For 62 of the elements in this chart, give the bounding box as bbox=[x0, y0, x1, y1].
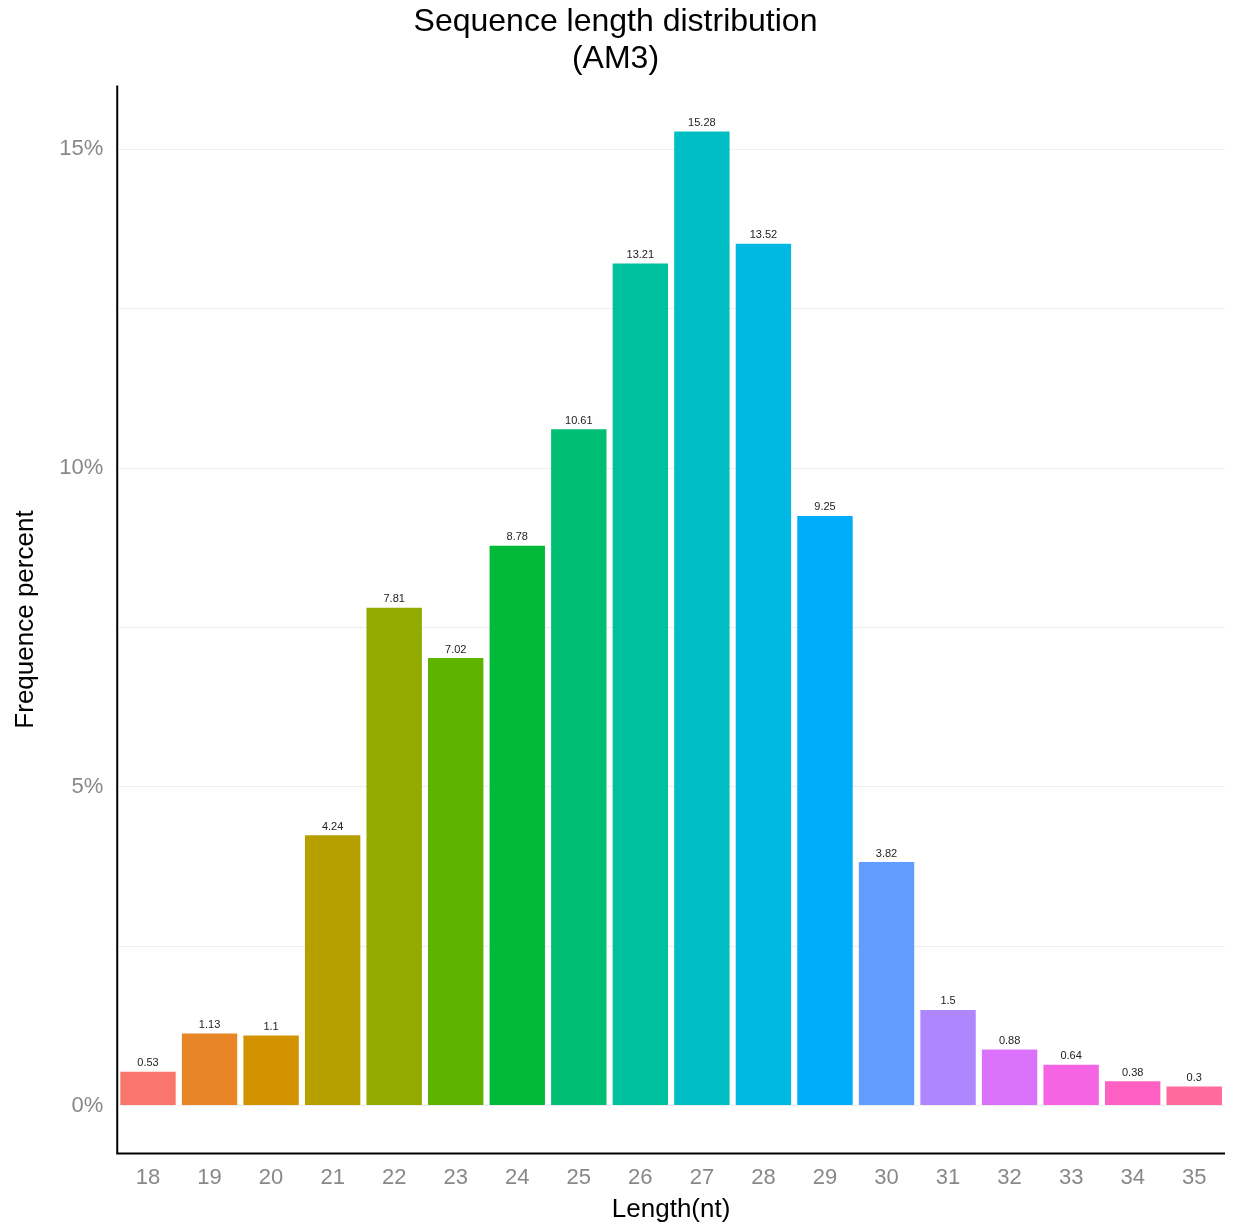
bar bbox=[366, 607, 422, 1106]
x-tick-label: 30 bbox=[874, 1163, 899, 1189]
y-axis-title: Frequence percent bbox=[8, 509, 39, 729]
data-label: 7.81 bbox=[383, 592, 405, 605]
bar bbox=[1043, 1064, 1099, 1106]
data-label: 10.61 bbox=[565, 413, 593, 426]
bar bbox=[612, 263, 669, 1106]
data-label: 1.1 bbox=[263, 1020, 279, 1032]
x-tick-label: 32 bbox=[997, 1163, 1022, 1189]
x-tick-label: 33 bbox=[1058, 1163, 1084, 1189]
bar bbox=[797, 515, 853, 1106]
x-tick-label: 21 bbox=[320, 1163, 345, 1189]
bar bbox=[428, 658, 484, 1106]
data-label: 0.64 bbox=[1060, 1049, 1082, 1062]
bar bbox=[920, 1009, 976, 1106]
data-label: 0.53 bbox=[137, 1056, 159, 1069]
y-tick-label: 5% bbox=[71, 772, 104, 798]
x-tick-label: 20 bbox=[258, 1163, 284, 1189]
data-label: 15.28 bbox=[688, 116, 716, 129]
bar bbox=[120, 1071, 176, 1106]
x-axis-title: Length(nt) bbox=[611, 1192, 731, 1223]
bar bbox=[551, 429, 607, 1106]
bar bbox=[489, 545, 545, 1106]
x-tick-label: 28 bbox=[751, 1163, 776, 1189]
data-label: 0.88 bbox=[998, 1034, 1021, 1047]
x-tick-label: 22 bbox=[381, 1163, 407, 1189]
x-tick-label: 27 bbox=[689, 1163, 715, 1189]
bar bbox=[981, 1049, 1038, 1106]
data-label: 13.21 bbox=[626, 247, 655, 260]
bar bbox=[304, 835, 361, 1106]
data-label: 7.02 bbox=[445, 642, 467, 655]
x-tick-label: 23 bbox=[443, 1163, 468, 1189]
x-tick-label: 31 bbox=[935, 1163, 961, 1189]
bar bbox=[1166, 1086, 1222, 1106]
data-label: 4.24 bbox=[321, 819, 344, 832]
bar bbox=[243, 1035, 299, 1106]
chart-subtitle: (AM3) bbox=[571, 39, 660, 76]
y-tick-label: 10% bbox=[59, 454, 104, 480]
x-tick-label: 25 bbox=[566, 1163, 592, 1189]
bar bbox=[735, 243, 792, 1106]
chart-title: Sequence length distribution bbox=[413, 2, 818, 39]
data-label: 8.78 bbox=[506, 530, 528, 543]
data-label: 13.52 bbox=[749, 228, 778, 241]
bar bbox=[674, 131, 730, 1106]
x-tick-label: 26 bbox=[628, 1163, 653, 1189]
bar bbox=[181, 1033, 238, 1106]
bar bbox=[1104, 1081, 1161, 1106]
x-tick-label: 29 bbox=[812, 1163, 838, 1189]
data-label: 9.25 bbox=[814, 500, 836, 513]
bar bbox=[858, 862, 915, 1106]
x-tick-label: 34 bbox=[1120, 1163, 1145, 1189]
x-tick-label: 24 bbox=[505, 1163, 530, 1189]
x-tick-label: 35 bbox=[1181, 1163, 1207, 1189]
data-label: 0.3 bbox=[1186, 1070, 1202, 1083]
y-tick-label: 0% bbox=[71, 1091, 104, 1117]
data-label: 3.82 bbox=[875, 846, 898, 859]
y-tick-label: 15% bbox=[59, 135, 104, 161]
data-label: 0.38 bbox=[1121, 1065, 1144, 1078]
x-tick-label: 18 bbox=[135, 1163, 161, 1189]
data-label: 1.5 bbox=[940, 994, 956, 1007]
x-tick-label: 19 bbox=[197, 1163, 222, 1189]
data-label: 1.13 bbox=[198, 1018, 221, 1031]
